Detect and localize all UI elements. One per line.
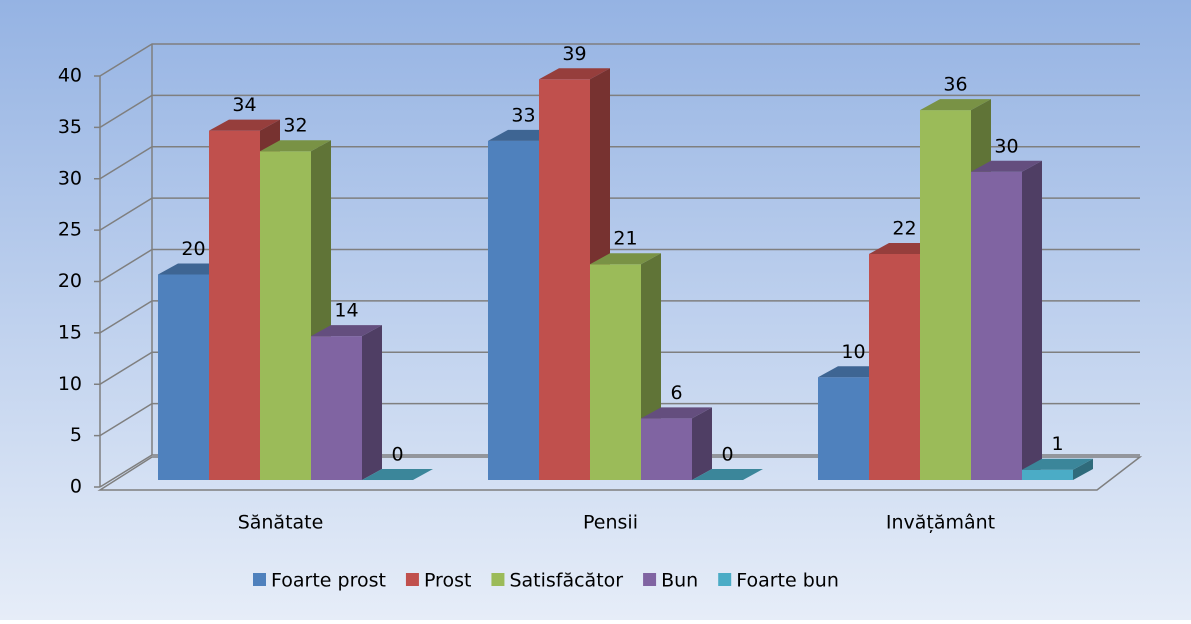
y-tick-label: 10 xyxy=(58,373,82,395)
bar-side xyxy=(1022,161,1042,480)
bar-front xyxy=(209,131,260,480)
data-label: 20 xyxy=(181,238,205,260)
x-tick-label: Invățământ xyxy=(886,512,995,534)
legend-label: Foarte prost xyxy=(271,570,386,592)
bar-side xyxy=(692,407,712,480)
data-label: 21 xyxy=(613,228,637,250)
y-tick-label: 5 xyxy=(70,424,82,446)
bar-front xyxy=(869,254,920,480)
data-label: 0 xyxy=(391,444,403,466)
data-label: 36 xyxy=(943,74,967,96)
bar-front xyxy=(488,141,539,480)
y-tick-label: 15 xyxy=(58,321,82,343)
legend-label: Satisfăcător xyxy=(509,570,623,592)
legend-swatch xyxy=(491,573,504,586)
y-tick-label: 0 xyxy=(70,476,82,498)
data-label: 30 xyxy=(994,135,1018,157)
bar-front xyxy=(590,264,641,480)
bar-front xyxy=(158,275,209,481)
y-tick-label: 30 xyxy=(58,167,82,189)
bar-side xyxy=(362,325,382,480)
data-label: 0 xyxy=(721,444,733,466)
legend-label: Prost xyxy=(424,570,472,592)
x-tick-label: Pensii xyxy=(583,512,638,534)
data-label: 14 xyxy=(334,300,358,322)
legend-swatch xyxy=(253,573,266,586)
data-label: 33 xyxy=(511,104,535,126)
bar-front xyxy=(1022,470,1073,480)
legend-swatch xyxy=(718,573,731,586)
data-label: 22 xyxy=(892,217,916,239)
y-tick-label: 25 xyxy=(58,219,82,241)
legend-swatch xyxy=(406,573,419,586)
y-tick-label: 35 xyxy=(58,116,82,138)
y-tick-label: 20 xyxy=(58,270,82,292)
legend-swatch xyxy=(643,573,656,586)
x-tick-label: Sănătate xyxy=(238,512,324,534)
data-label: 34 xyxy=(232,94,256,116)
data-label: 32 xyxy=(283,115,307,137)
bar-front xyxy=(260,151,311,480)
data-label: 1 xyxy=(1051,433,1063,455)
data-label: 10 xyxy=(841,341,865,363)
legend-label: Bun xyxy=(661,570,698,592)
bar-front xyxy=(539,79,590,480)
bar xyxy=(971,161,1042,480)
bar-front xyxy=(971,172,1022,480)
y-tick-label: 40 xyxy=(58,65,82,87)
bar-front xyxy=(920,110,971,480)
legend-label: Foarte bun xyxy=(736,570,839,592)
bar-front xyxy=(818,377,869,480)
bar-front xyxy=(641,418,692,480)
bar xyxy=(641,407,712,480)
data-label: 6 xyxy=(670,382,682,404)
bar-front xyxy=(311,336,362,480)
data-label: 39 xyxy=(562,43,586,65)
bar xyxy=(311,325,382,480)
